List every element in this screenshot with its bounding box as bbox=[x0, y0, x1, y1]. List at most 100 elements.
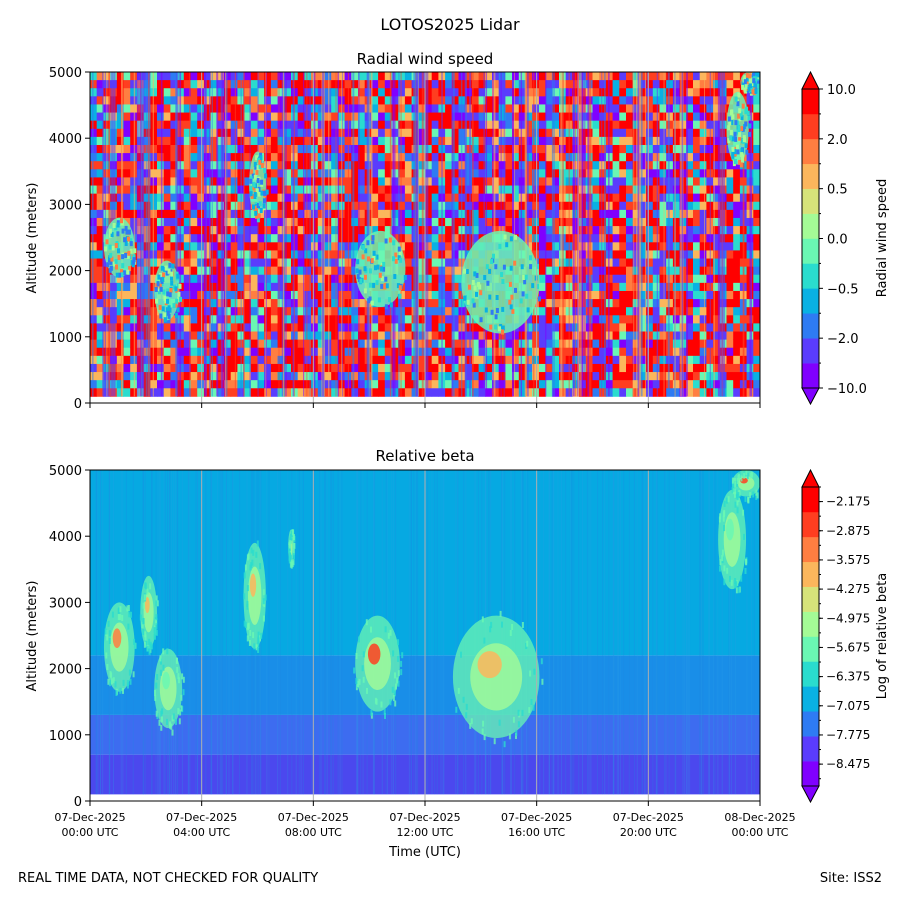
wind-cell bbox=[183, 72, 191, 81]
wind-cell bbox=[224, 355, 232, 365]
wind-cell bbox=[190, 169, 198, 178]
wind-cell bbox=[686, 323, 694, 332]
wind-cell bbox=[210, 274, 218, 284]
wind-cell bbox=[230, 299, 238, 308]
wind-cell bbox=[538, 72, 546, 81]
wind-cloud-speckle bbox=[531, 283, 535, 289]
wind-cell bbox=[210, 201, 218, 211]
wind-cell bbox=[270, 153, 278, 162]
wind-cell bbox=[197, 185, 205, 195]
wind-cloud-speckle bbox=[488, 268, 492, 274]
beta-cloud-speckle bbox=[126, 605, 129, 612]
wind-cell bbox=[652, 323, 660, 332]
wind-cell bbox=[538, 185, 546, 195]
wind-cell bbox=[183, 290, 191, 300]
wind-streak bbox=[400, 72, 402, 397]
wind-streak bbox=[283, 72, 286, 397]
beta-texture bbox=[266, 470, 268, 795]
wind-cell bbox=[163, 96, 171, 105]
wind-cell bbox=[170, 315, 178, 324]
wind-cell bbox=[123, 144, 131, 154]
wind-cell bbox=[592, 347, 600, 357]
wind-cell bbox=[572, 347, 580, 357]
wind-cell bbox=[753, 258, 760, 268]
wind-cell bbox=[525, 372, 533, 381]
beta-texture bbox=[714, 470, 716, 795]
wind-cell bbox=[190, 128, 198, 138]
wind-cloud-speckle bbox=[174, 313, 178, 318]
wind-cloud-speckle bbox=[537, 296, 541, 302]
wind-cell bbox=[498, 201, 506, 211]
wind-cell bbox=[230, 193, 238, 203]
wind-streak bbox=[441, 72, 443, 397]
beta-texture bbox=[167, 470, 169, 795]
wind-cell bbox=[652, 226, 660, 235]
wind-cell bbox=[666, 217, 674, 227]
wind-cloud-speckle bbox=[536, 263, 539, 269]
beta-texture bbox=[608, 470, 610, 795]
wind-cell bbox=[183, 161, 191, 170]
wind-cell bbox=[351, 323, 359, 332]
wind-cell bbox=[666, 161, 674, 170]
wind-cell bbox=[210, 282, 218, 292]
wind-cell bbox=[612, 331, 620, 341]
wind-cell bbox=[183, 209, 191, 219]
wind-streak bbox=[674, 72, 676, 397]
wind-cell bbox=[264, 201, 272, 211]
wind-cell bbox=[465, 177, 473, 186]
wind-cell bbox=[572, 274, 580, 284]
wind-cell bbox=[284, 217, 292, 227]
wind-cell bbox=[210, 347, 218, 357]
wind-cell bbox=[659, 72, 667, 81]
wind-cell bbox=[297, 177, 305, 186]
wind-cell bbox=[358, 144, 366, 154]
wind-cell bbox=[505, 112, 513, 122]
wind-cell bbox=[512, 128, 520, 138]
wind-cell bbox=[404, 185, 412, 195]
wind-cell bbox=[116, 169, 124, 178]
wind-streak bbox=[352, 72, 355, 397]
wind-streak bbox=[398, 72, 400, 397]
wind-cell bbox=[572, 104, 580, 113]
wind-cell bbox=[163, 226, 171, 235]
wind-cell bbox=[384, 226, 392, 235]
beta-texture bbox=[686, 470, 688, 795]
wind-cell bbox=[646, 80, 654, 89]
wind-cell bbox=[693, 96, 701, 105]
wind-cell bbox=[96, 112, 104, 122]
wind-cell bbox=[431, 169, 439, 178]
wind-cell bbox=[230, 250, 238, 259]
wind-cloud-speckle bbox=[479, 317, 483, 323]
wind-cloud-speckle bbox=[740, 148, 744, 154]
wind-cell bbox=[163, 128, 171, 138]
wind-cell bbox=[592, 250, 600, 259]
wind-cloud-speckle bbox=[388, 237, 392, 243]
wind-cell bbox=[646, 234, 654, 243]
wind-cell bbox=[297, 88, 305, 97]
wind-cell bbox=[351, 226, 359, 235]
wind-cell bbox=[699, 136, 707, 146]
wind-cell bbox=[230, 315, 238, 324]
wind-cell bbox=[224, 226, 232, 235]
wind-cell bbox=[203, 250, 211, 259]
wind-cell bbox=[304, 242, 312, 251]
beta-texture bbox=[655, 470, 657, 795]
wind-cell bbox=[538, 250, 546, 259]
wind-cell bbox=[445, 153, 453, 162]
wind-cloud-speckle bbox=[168, 307, 172, 313]
wind-cloud-speckle bbox=[363, 288, 367, 294]
wind-cloud-speckle bbox=[376, 264, 380, 270]
wind-cell bbox=[686, 388, 694, 397]
wind-cell bbox=[612, 201, 620, 211]
wind-cell bbox=[210, 161, 218, 170]
wind-streak bbox=[160, 72, 163, 397]
wind-cell bbox=[197, 339, 205, 349]
wind-cell bbox=[733, 80, 741, 89]
wind-cell bbox=[431, 201, 439, 211]
beta-texture bbox=[188, 470, 190, 795]
wind-cell bbox=[505, 120, 513, 130]
wind-cloud-speckle bbox=[495, 295, 499, 300]
wind-cell bbox=[592, 153, 600, 162]
wind-streak bbox=[209, 72, 211, 397]
wind-cloud-speckle bbox=[483, 275, 487, 280]
